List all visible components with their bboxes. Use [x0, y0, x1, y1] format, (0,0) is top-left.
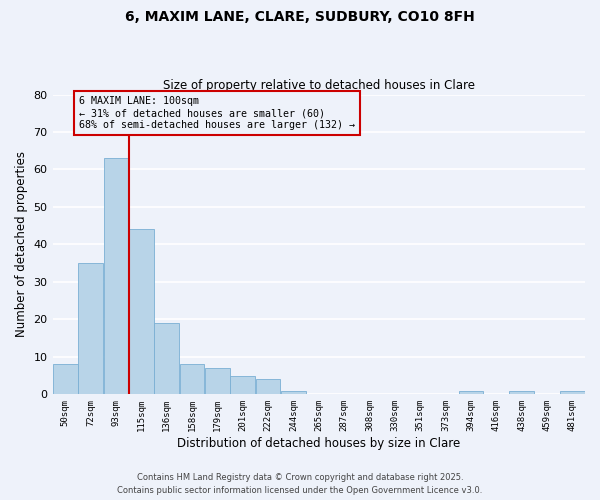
Bar — [53, 364, 77, 394]
Bar — [281, 390, 306, 394]
Bar — [256, 380, 280, 394]
Bar — [179, 364, 204, 394]
Bar — [154, 323, 179, 394]
Y-axis label: Number of detached properties: Number of detached properties — [15, 152, 28, 338]
Bar — [104, 158, 128, 394]
Title: Size of property relative to detached houses in Clare: Size of property relative to detached ho… — [163, 79, 475, 92]
Bar — [205, 368, 230, 394]
Bar — [560, 390, 584, 394]
Text: Contains HM Land Registry data © Crown copyright and database right 2025.
Contai: Contains HM Land Registry data © Crown c… — [118, 474, 482, 495]
Bar — [78, 263, 103, 394]
Text: 6 MAXIM LANE: 100sqm
← 31% of detached houses are smaller (60)
68% of semi-detac: 6 MAXIM LANE: 100sqm ← 31% of detached h… — [79, 96, 355, 130]
Text: 6, MAXIM LANE, CLARE, SUDBURY, CO10 8FH: 6, MAXIM LANE, CLARE, SUDBURY, CO10 8FH — [125, 10, 475, 24]
Bar — [129, 230, 154, 394]
Bar — [509, 390, 534, 394]
X-axis label: Distribution of detached houses by size in Clare: Distribution of detached houses by size … — [177, 437, 460, 450]
Bar — [230, 376, 255, 394]
Bar — [458, 390, 483, 394]
